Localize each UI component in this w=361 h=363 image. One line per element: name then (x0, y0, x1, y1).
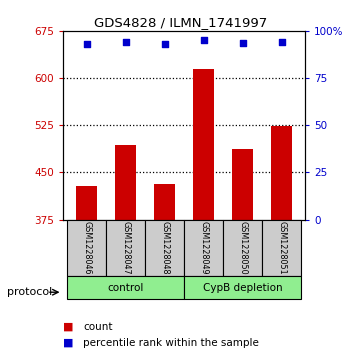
FancyBboxPatch shape (184, 220, 223, 276)
Bar (232, 149, 253, 220)
Bar (76, 186, 97, 220)
Text: protocol: protocol (7, 287, 52, 297)
Bar (154, 184, 175, 220)
Text: CypB depletion: CypB depletion (203, 283, 282, 293)
Bar (271, 126, 292, 220)
Text: GSM1228048: GSM1228048 (160, 221, 169, 274)
Point (201, 37, 206, 43)
Text: count: count (83, 322, 113, 332)
FancyBboxPatch shape (145, 220, 184, 276)
Bar (193, 69, 214, 220)
Point (240, 40, 245, 46)
Text: GSM1228051: GSM1228051 (277, 221, 286, 274)
Point (84, 41, 90, 47)
FancyBboxPatch shape (223, 220, 262, 276)
FancyBboxPatch shape (67, 220, 106, 276)
Text: GSM1228049: GSM1228049 (199, 221, 208, 274)
Text: ■: ■ (63, 338, 74, 348)
FancyBboxPatch shape (106, 220, 145, 276)
Text: GDS4828 / ILMN_1741997: GDS4828 / ILMN_1741997 (94, 16, 267, 29)
Text: GSM1228047: GSM1228047 (121, 221, 130, 274)
FancyBboxPatch shape (262, 220, 301, 276)
Point (279, 39, 284, 45)
Point (123, 39, 129, 45)
FancyBboxPatch shape (184, 276, 301, 299)
Point (162, 41, 168, 47)
Text: GSM1228046: GSM1228046 (82, 221, 91, 274)
Text: control: control (108, 283, 144, 293)
Bar (115, 145, 136, 220)
Text: GSM1228050: GSM1228050 (238, 221, 247, 274)
FancyBboxPatch shape (67, 276, 184, 299)
Text: percentile rank within the sample: percentile rank within the sample (83, 338, 259, 348)
Text: ■: ■ (63, 322, 74, 332)
